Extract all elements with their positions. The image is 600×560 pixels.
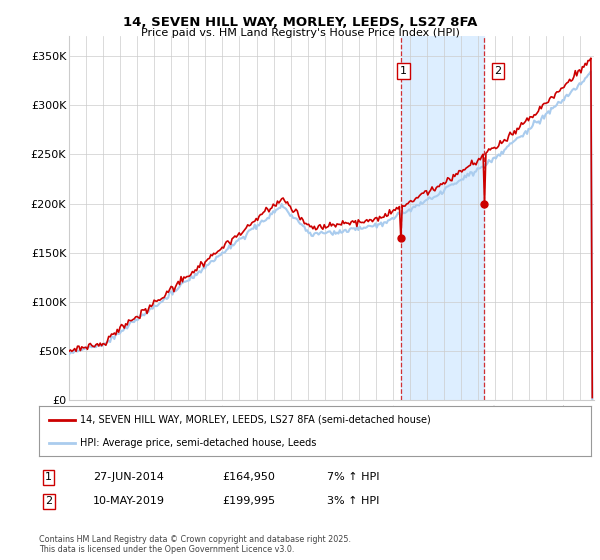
Text: 3% ↑ HPI: 3% ↑ HPI xyxy=(327,496,379,506)
Text: £164,950: £164,950 xyxy=(222,472,275,482)
Text: HPI: Average price, semi-detached house, Leeds: HPI: Average price, semi-detached house,… xyxy=(80,438,317,448)
Text: 2: 2 xyxy=(45,496,52,506)
Text: 14, SEVEN HILL WAY, MORLEY, LEEDS, LS27 8FA (semi-detached house): 14, SEVEN HILL WAY, MORLEY, LEEDS, LS27 … xyxy=(80,414,431,424)
Bar xyxy=(401,36,484,400)
Text: 14, SEVEN HILL WAY, MORLEY, LEEDS, LS27 8FA: 14, SEVEN HILL WAY, MORLEY, LEEDS, LS27 … xyxy=(123,16,477,29)
Text: 7% ↑ HPI: 7% ↑ HPI xyxy=(327,472,380,482)
Text: 27-JUN-2014: 27-JUN-2014 xyxy=(93,472,164,482)
Text: Price paid vs. HM Land Registry's House Price Index (HPI): Price paid vs. HM Land Registry's House … xyxy=(140,28,460,38)
Text: 2: 2 xyxy=(494,66,502,76)
Text: 10-MAY-2019: 10-MAY-2019 xyxy=(93,496,165,506)
Text: Contains HM Land Registry data © Crown copyright and database right 2025.
This d: Contains HM Land Registry data © Crown c… xyxy=(39,535,351,554)
Text: £199,995: £199,995 xyxy=(222,496,275,506)
Text: 1: 1 xyxy=(400,66,407,76)
Text: 1: 1 xyxy=(45,472,52,482)
